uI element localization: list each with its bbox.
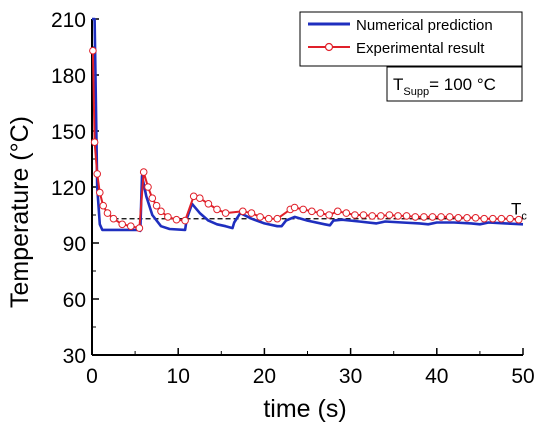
- data-point-experimental: [299, 205, 308, 214]
- data-point-experimental: [394, 212, 402, 220]
- y-tick-label: 180: [51, 65, 86, 88]
- data-point-experimental: [471, 214, 480, 222]
- data-point-experimental: [411, 213, 420, 221]
- data-point-experimental: [264, 214, 273, 223]
- y-tick-label: 120: [51, 177, 86, 200]
- x-tick-label: 50: [511, 365, 534, 388]
- data-point-experimental: [89, 46, 97, 55]
- data-point-experimental: [385, 211, 394, 219]
- tc-label-main: T: [511, 200, 521, 219]
- data-point-experimental: [489, 214, 497, 223]
- tc-label-sub: c: [521, 211, 527, 223]
- data-point-experimental: [239, 207, 247, 216]
- data-point-experimental: [316, 209, 325, 217]
- annotation-text: TSupp= 100 °C: [393, 75, 496, 98]
- data-point-experimental: [93, 170, 101, 178]
- data-point-experimental: [139, 168, 148, 176]
- annotation-sub: Supp: [403, 86, 429, 98]
- data-point-experimental: [273, 214, 282, 223]
- y-tick-label: 90: [63, 233, 86, 256]
- legend-label-experimental: Experimental result: [356, 40, 485, 57]
- series-line-numerical: [92, 17, 524, 233]
- data-point-experimental: [148, 194, 157, 202]
- data-point-experimental: [204, 200, 213, 208]
- data-point-experimental: [308, 207, 316, 216]
- y-tick-label: 150: [51, 121, 86, 144]
- data-point-experimental: [118, 220, 126, 229]
- ticks: 0 10 20 30 40 50 30 60 90 120 150 180 210: [51, 9, 535, 388]
- annotation-main: T: [393, 75, 403, 94]
- data-point-experimental: [445, 213, 454, 221]
- data-point-experimental: [99, 201, 107, 210]
- data-point-experimental: [290, 203, 299, 212]
- data-point-experimental: [103, 209, 112, 217]
- data-point-experimental: [144, 183, 152, 191]
- data-point-experimental: [463, 214, 471, 222]
- data-point-experimental: [247, 209, 256, 217]
- data-point-experimental: [181, 216, 189, 225]
- data-point-experimental: [127, 222, 135, 230]
- legend-box: [299, 11, 523, 67]
- y-tick-label: 60: [63, 289, 86, 312]
- annotation-rest: = 100 °C: [429, 75, 496, 94]
- y-tick-label: 30: [63, 345, 86, 368]
- data-point-experimental: [96, 188, 104, 197]
- legend: Numerical prediction Experimental result: [299, 11, 523, 67]
- data-point-experimental: [256, 213, 264, 221]
- data-point-experimental: [514, 215, 523, 224]
- data-point-experimental: [164, 213, 172, 221]
- y-axis-title: Temperature (°C): [6, 116, 34, 308]
- x-tick-label: 30: [339, 365, 362, 388]
- data-point-experimental: [402, 212, 411, 220]
- legend-label-numerical: Numerical prediction: [356, 17, 493, 34]
- data-point-experimental: [325, 211, 333, 219]
- data-point-experimental: [377, 212, 385, 220]
- data-point-experimental: [189, 192, 198, 201]
- data-point-experimental: [152, 201, 161, 210]
- tc-label: Tc: [511, 200, 527, 223]
- data-point-experimental: [157, 207, 165, 216]
- data-point-experimental: [497, 214, 506, 223]
- data-point-experimental: [428, 213, 437, 221]
- data-point-experimental: [333, 207, 342, 216]
- data-point-experimental: [135, 224, 144, 232]
- data-point-experimental: [90, 138, 99, 146]
- series-group: [89, 17, 524, 233]
- data-point-experimental: [221, 209, 230, 217]
- data-point-experimental: [196, 194, 204, 202]
- x-tick-label: 0: [86, 365, 98, 388]
- data-point-experimental: [480, 214, 489, 223]
- y-tick-label: 210: [51, 9, 86, 32]
- data-point-experimental: [506, 214, 514, 223]
- annotation-box: [386, 66, 523, 102]
- data-point-experimental: [213, 205, 221, 214]
- x-tick-label: 20: [253, 365, 276, 388]
- x-tick-label: 10: [167, 365, 190, 388]
- supply-temperature-annotation: TSupp= 100 °C: [386, 66, 523, 102]
- data-point-experimental: [420, 213, 428, 221]
- data-point-experimental: [109, 214, 118, 223]
- data-point-experimental: [368, 212, 377, 220]
- data-point-experimental: [437, 213, 445, 221]
- data-point-experimental: [342, 209, 351, 217]
- data-point-experimental: [454, 214, 463, 222]
- legend-marker-experimental: [324, 42, 334, 52]
- data-point-experimental: [172, 215, 181, 224]
- data-point-experimental: [359, 211, 368, 219]
- x-axis-title: time (s): [263, 395, 346, 423]
- x-tick-label: 40: [425, 365, 448, 388]
- data-point-experimental: [351, 211, 359, 219]
